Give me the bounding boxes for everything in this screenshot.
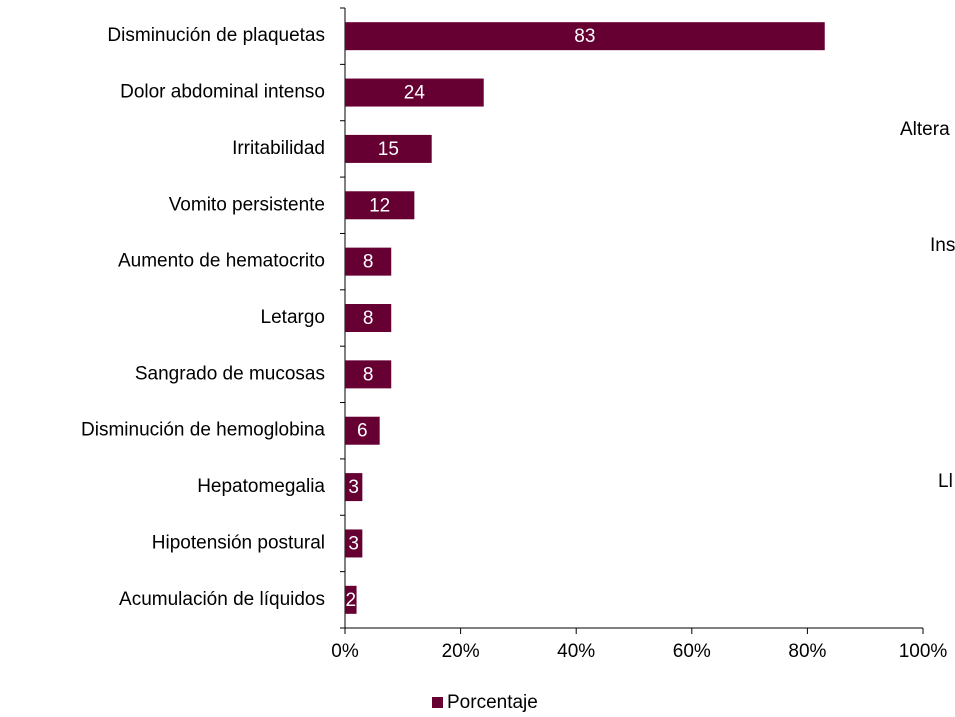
y-tick-label: Vomito persistente xyxy=(169,194,325,215)
bar xyxy=(345,78,484,107)
legend-label: Porcentaje xyxy=(447,692,538,713)
value-label: 8 xyxy=(363,252,374,273)
annotation: Ll xyxy=(938,471,953,492)
y-tick-label: Hepatomegalia xyxy=(197,476,325,497)
value-label: 3 xyxy=(348,477,359,498)
x-tick-label: 60% xyxy=(673,641,711,662)
x-tick-label: 20% xyxy=(442,641,480,662)
annotation: Altera xyxy=(900,119,950,140)
x-tick-label: 100% xyxy=(899,641,948,662)
x-tick-label: 0% xyxy=(331,641,359,662)
y-tick-label: Sangrado de mucosas xyxy=(135,363,325,384)
value-label: 15 xyxy=(378,139,399,160)
bar xyxy=(345,247,392,276)
value-label: 12 xyxy=(369,195,390,216)
y-tick-label: Acumulación de líquidos xyxy=(119,589,325,610)
bar xyxy=(345,360,392,389)
x-tick-label: 80% xyxy=(788,641,826,662)
y-tick-label: Irritabilidad xyxy=(232,138,325,159)
y-tick-label: Hipotensión postural xyxy=(152,532,325,553)
bar xyxy=(345,134,432,163)
bar xyxy=(345,416,380,445)
y-tick-label: Aumento de hematocrito xyxy=(118,251,325,272)
bar xyxy=(345,529,363,558)
y-tick-label: Dolor abdominal intenso xyxy=(120,82,325,103)
value-label: 6 xyxy=(357,421,368,442)
bar xyxy=(345,304,392,332)
value-label: 8 xyxy=(363,308,374,329)
value-label: 3 xyxy=(348,533,359,554)
value-label: 8 xyxy=(363,364,374,385)
y-tick-label: Letargo xyxy=(261,307,325,328)
y-tick-label: Disminución de hemoglobina xyxy=(81,420,325,441)
legend: Porcentaje xyxy=(432,692,538,713)
y-tick-label: Disminución de plaquetas xyxy=(107,25,325,46)
legend-swatch xyxy=(432,697,443,708)
value-label: 83 xyxy=(574,26,595,47)
value-label: 2 xyxy=(345,590,356,611)
bar xyxy=(345,473,363,502)
bar xyxy=(345,585,357,614)
bar xyxy=(345,191,415,220)
value-label: 24 xyxy=(404,83,426,104)
bar xyxy=(345,22,825,51)
x-tick-label: 40% xyxy=(557,641,595,662)
annotation: Ins xyxy=(930,235,955,256)
